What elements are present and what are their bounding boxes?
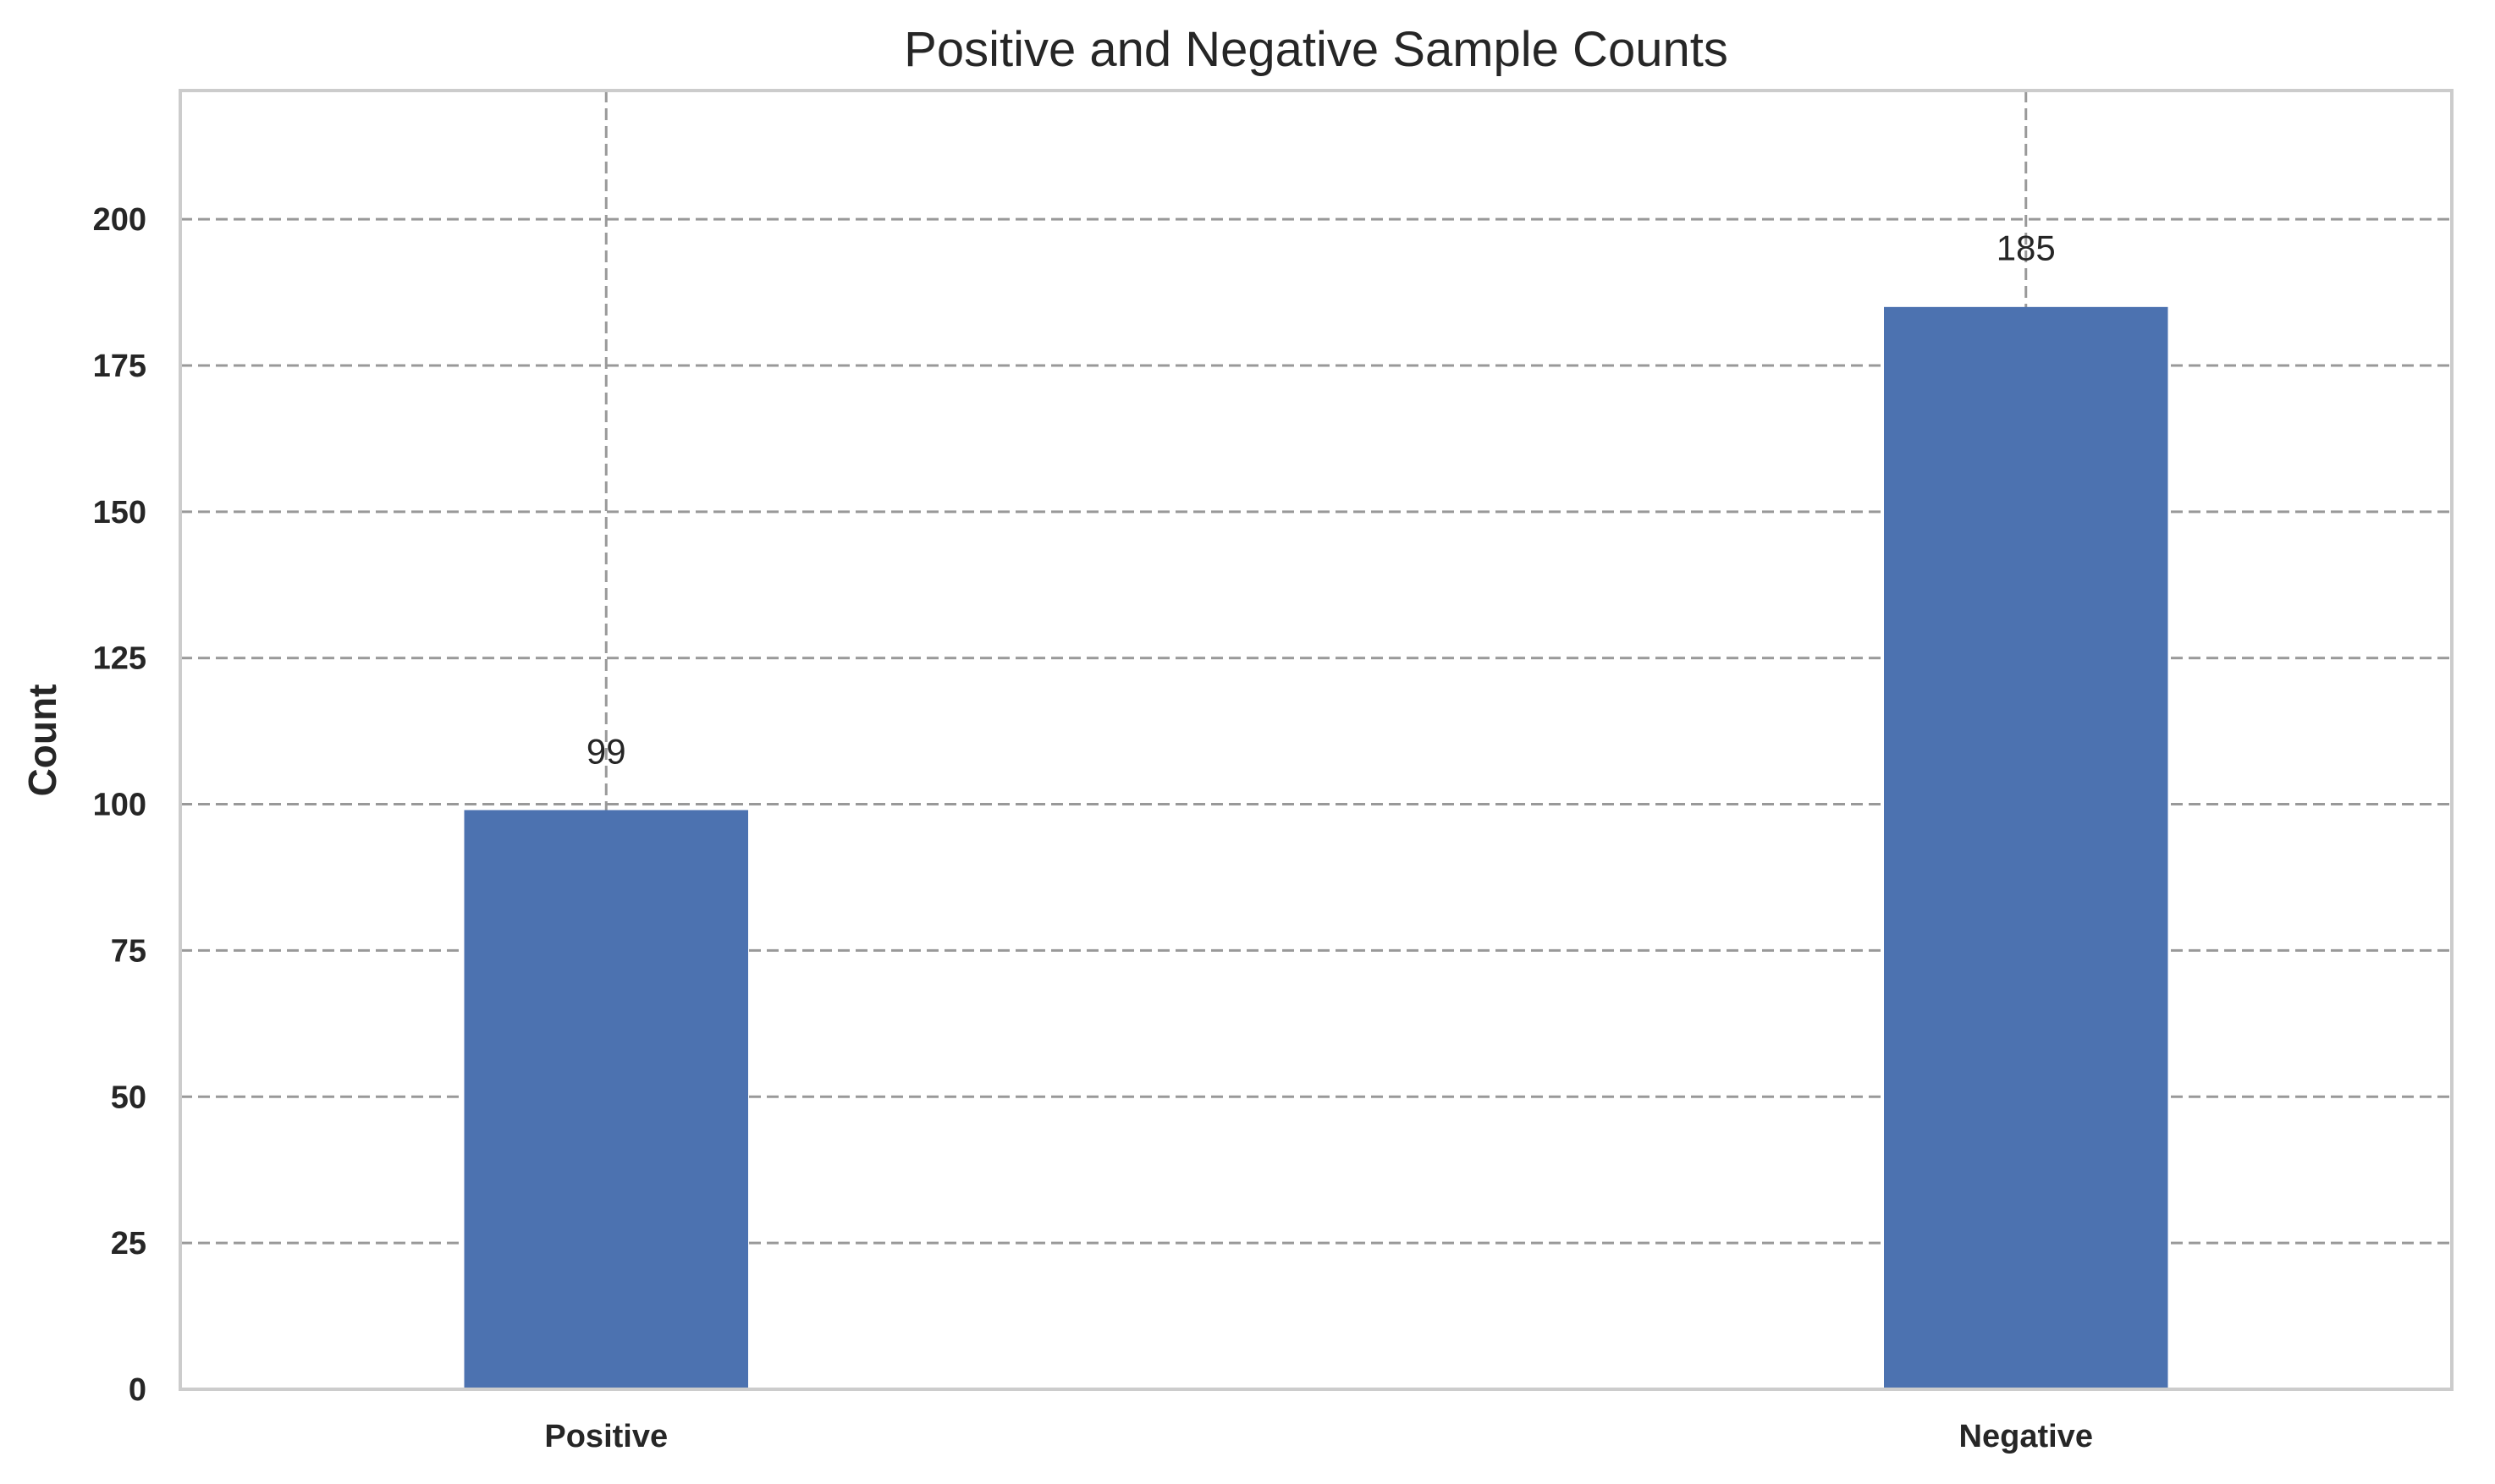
y-tick-label: 150 [93, 495, 146, 530]
x-tick-label: Positive [544, 1419, 668, 1454]
y-tick-label: 125 [93, 641, 146, 677]
bar-negative [1884, 306, 2168, 1389]
text-layer: 0 25 50 75 100 125 150 175 200 99 Positive 185 Negat… [93, 202, 2093, 1454]
x-tick-label: Negative [1959, 1419, 2093, 1454]
y-axis-label: Count [20, 684, 64, 797]
y-tick-label: 100 [93, 788, 146, 823]
y-tick-label: 25 [111, 1226, 146, 1261]
y-tick-label: 75 [111, 933, 146, 969]
y-tick-label: 0 [129, 1372, 146, 1408]
bar-value-label: 185 [1997, 228, 2056, 268]
y-tick-label: 50 [111, 1080, 146, 1115]
chart-title: Positive and Negative Sample Counts [904, 22, 1728, 77]
y-tick-label: 200 [93, 202, 146, 238]
bar-positive [464, 810, 748, 1389]
y-tick-label: 175 [93, 349, 146, 384]
bar-layer [464, 306, 2168, 1389]
plot-frame [179, 89, 2454, 1391]
bar-value-label: 99 [587, 731, 626, 771]
